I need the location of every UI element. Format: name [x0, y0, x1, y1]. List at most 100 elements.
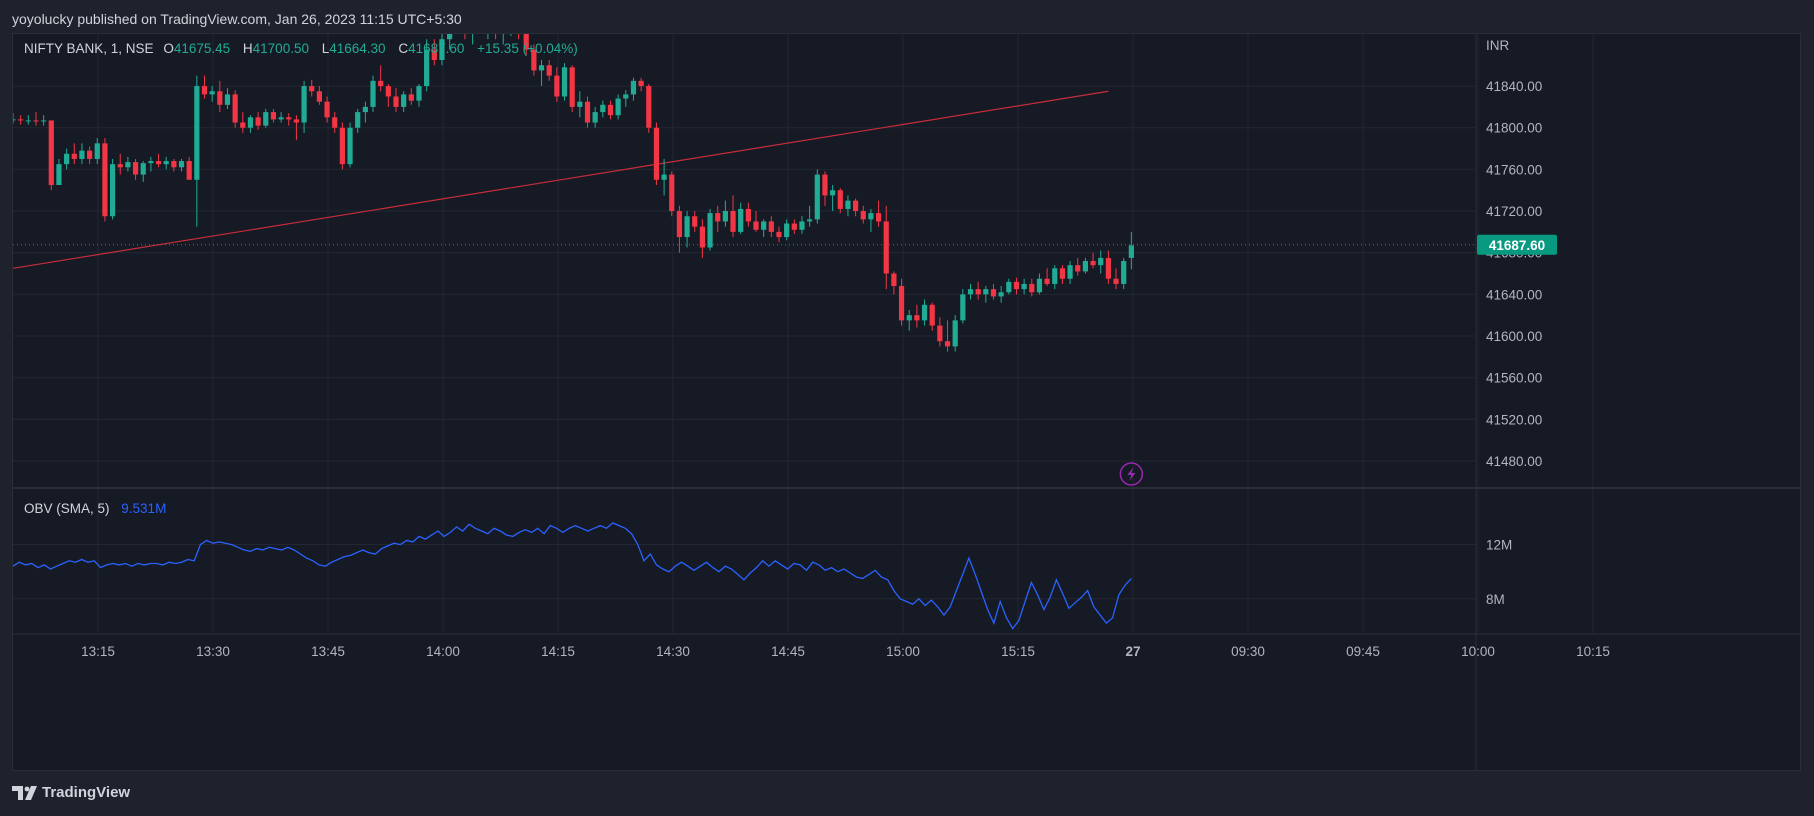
candle-body — [615, 98, 621, 116]
chart-frame[interactable]: 41840.0041800.0041760.0041720.0041680.00… — [12, 33, 1801, 771]
candle-body — [990, 289, 997, 297]
candle-body — [998, 292, 1004, 297]
candle-body — [1105, 257, 1111, 279]
currency-label: INR — [1486, 38, 1510, 53]
candle — [584, 96, 591, 128]
high-value: 41700.50 — [252, 41, 309, 56]
candle — [109, 158, 116, 220]
candle — [355, 108, 361, 133]
candle — [464, 34, 466, 40]
footer-brand-label: TradingView — [42, 784, 131, 801]
candle-body — [845, 200, 851, 209]
trendline-layer — [13, 90, 1476, 269]
candle-body — [638, 80, 644, 87]
candle-body — [201, 86, 208, 95]
candle-body — [715, 213, 721, 222]
symbol-label: NIFTY BANK, 1, NSE — [24, 41, 154, 56]
candle — [502, 34, 504, 45]
candle — [263, 108, 269, 128]
candle-body — [722, 211, 728, 222]
candle-body — [263, 112, 269, 126]
candle — [814, 169, 820, 224]
candle — [1036, 273, 1043, 295]
candle-body — [906, 315, 912, 321]
candle — [217, 80, 223, 113]
candle — [286, 113, 292, 126]
open-value: 41675.45 — [173, 41, 231, 56]
candle — [416, 83, 422, 107]
candle — [1075, 257, 1081, 276]
candle-body — [684, 216, 690, 238]
candle — [140, 161, 146, 182]
lightning-icon — [1119, 462, 1144, 486]
candle-body — [523, 34, 529, 50]
candle-body — [761, 221, 767, 230]
candle — [278, 112, 284, 123]
candle-body — [148, 161, 154, 164]
footer-brand[interactable]: TradingView — [12, 784, 130, 801]
candle-body — [255, 117, 261, 126]
time-tick-label: 15:15 — [1001, 644, 1035, 659]
candle — [845, 195, 851, 217]
candle-body — [125, 162, 131, 168]
candle — [715, 205, 721, 232]
candle — [79, 143, 85, 165]
candle — [1113, 268, 1119, 290]
candle-body — [1013, 281, 1020, 290]
candle — [64, 148, 70, 170]
candle — [1090, 252, 1096, 269]
candle-body — [347, 127, 353, 165]
candle-body — [960, 294, 966, 321]
candle — [799, 216, 805, 234]
candle-body — [447, 34, 453, 40]
candle — [784, 219, 790, 241]
low-label: L — [321, 41, 330, 56]
candle — [898, 278, 905, 326]
candle-body — [630, 80, 637, 95]
candle — [699, 219, 705, 258]
time-tick-label: 13:45 — [311, 644, 345, 659]
candle-body — [669, 174, 675, 212]
price-tick-label: 41640.00 — [1486, 287, 1542, 302]
candle — [730, 195, 736, 238]
grid-layer — [13, 34, 1800, 770]
candle — [316, 86, 322, 105]
time-tick-label: 14:45 — [771, 644, 805, 659]
price-tick-label: 41800.00 — [1486, 121, 1542, 136]
candle — [370, 75, 376, 113]
candle-body — [41, 120, 47, 122]
candle — [247, 115, 254, 133]
chart-canvas[interactable]: 41840.0041800.0041760.0041720.0041680.00… — [13, 34, 1800, 770]
candle — [1128, 231, 1134, 270]
candle — [707, 208, 713, 251]
candle — [592, 106, 598, 128]
candle — [906, 309, 912, 331]
candle-body — [71, 153, 77, 159]
candle-body — [707, 213, 713, 248]
candle-body — [623, 94, 629, 99]
candle-body — [975, 289, 981, 295]
candle — [224, 88, 231, 109]
candle — [94, 138, 100, 165]
candle-body — [1075, 265, 1081, 272]
candle-body — [807, 219, 813, 222]
candle — [472, 34, 474, 45]
candle — [531, 44, 537, 76]
obv-tick-label: 12M — [1486, 538, 1512, 553]
candle — [607, 100, 614, 120]
candle-body — [745, 208, 751, 222]
candle — [546, 60, 552, 81]
candle — [186, 156, 192, 180]
candle-body — [56, 164, 62, 185]
candle-body — [738, 208, 744, 232]
candle-body — [209, 91, 215, 95]
candle-body — [784, 223, 790, 238]
candle — [761, 219, 767, 238]
candle-body — [1121, 261, 1127, 284]
candle — [952, 315, 958, 352]
candle-body — [814, 174, 820, 220]
candle — [378, 65, 384, 92]
candle — [1059, 265, 1066, 284]
candle — [615, 94, 621, 120]
candle — [676, 205, 683, 253]
